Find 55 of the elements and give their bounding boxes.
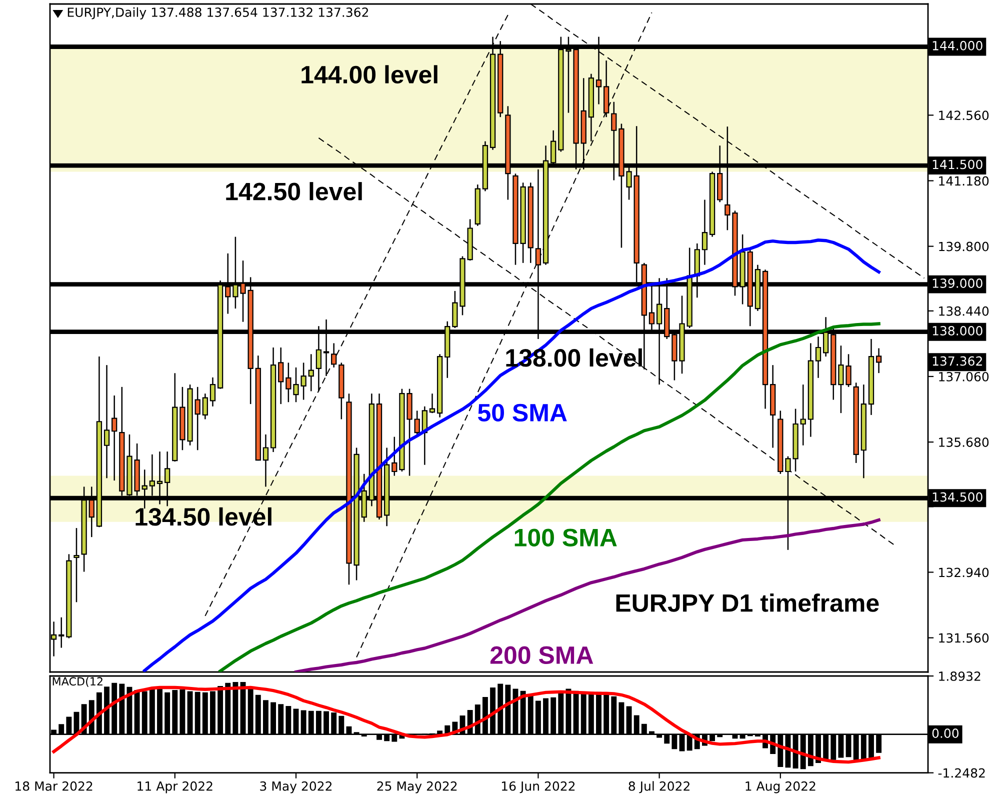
line-series [218, 322, 880, 672]
candlestick [278, 346, 284, 405]
annotation: EURJPY D1 timeframe [616, 594, 879, 612]
candlestick [104, 364, 110, 479]
annotation: 144.00 level [302, 65, 438, 84]
x-tick-label: 11 Apr 2022 [138, 781, 212, 794]
candlestick [414, 410, 420, 436]
line-series [294, 518, 880, 672]
x-tick-label: 16 Jun 2022 [502, 781, 575, 794]
ref-line-label: 138.000 [932, 326, 982, 336]
annotation: 134.50 level [136, 507, 272, 526]
ref-line-label: 141.500 [932, 160, 982, 170]
series-label: 200 SMA [490, 646, 594, 664]
y-tick-label: 137.060 [939, 372, 989, 382]
x-tick-label: 8 Jul 2022 [628, 781, 690, 794]
candlestick [112, 394, 118, 482]
annotation: 142.50 level [226, 182, 362, 200]
y-tick-label: 138.440 [939, 306, 989, 316]
line-series [52, 686, 880, 764]
y-tick-label: 142.560 [939, 110, 989, 120]
candlestick [210, 376, 216, 408]
y-tick-label: 141.180 [939, 176, 989, 186]
series-label: 50 SMA [478, 404, 567, 422]
x-tick-label: 1 Aug 2022 [746, 781, 816, 794]
candlestick [815, 336, 822, 379]
y-tick-label: -1.2482 [938, 768, 985, 778]
ref-line-label: 139.000 [932, 278, 982, 288]
candlestick [876, 348, 882, 374]
x-tick-label: 3 May 2022 [260, 781, 332, 794]
ref-line-label: 144.000 [932, 40, 982, 50]
candlestick [308, 354, 314, 392]
y-tick-label: 139.800 [939, 242, 989, 252]
y-tick-label: 1.8932 [939, 671, 980, 681]
candlestick [202, 392, 208, 420]
y-tick-label: 131.560 [939, 633, 989, 643]
candlestick [58, 616, 64, 648]
text: 137.362 [932, 356, 982, 366]
chart-title: EURJPY,Daily 137.488 137.654 137.132 137.362 [68, 7, 368, 20]
ref-line-label: 134.500 [932, 492, 982, 502]
x-tick-label: 25 May 2022 [377, 781, 457, 794]
candlestick [702, 199, 708, 266]
y-tick-label: 132.940 [939, 568, 989, 578]
candlestick [262, 434, 269, 488]
candlestick [74, 527, 80, 603]
chart-title: MACD(12 [52, 676, 102, 687]
candlestick [800, 384, 806, 446]
candlestick [392, 436, 398, 476]
series-label: 100 SMA [514, 528, 617, 546]
candlestick [286, 362, 292, 403]
candlestick [429, 392, 436, 414]
ref-line-label: 0.00 [932, 728, 959, 738]
x-tick-label: 18 Mar 2022 [16, 781, 92, 791]
y-tick-label: 135.680 [939, 438, 989, 447]
candlestick [194, 386, 200, 451]
candlestick [331, 342, 337, 368]
